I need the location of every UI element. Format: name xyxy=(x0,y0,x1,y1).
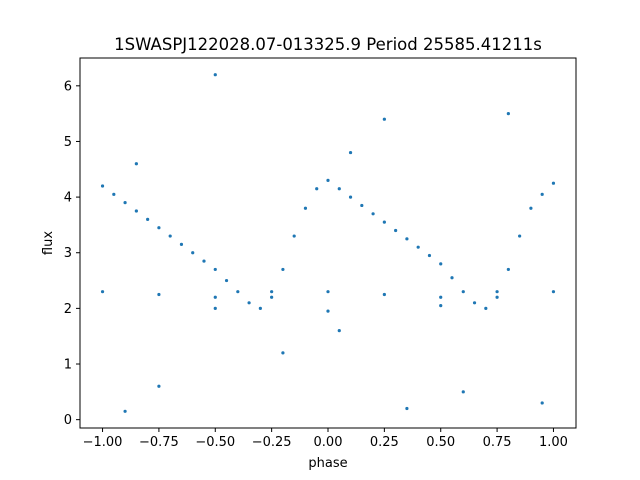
x-tick-label: 0.50 xyxy=(426,435,455,450)
data-point xyxy=(213,267,217,272)
data-point xyxy=(326,178,330,183)
data-point xyxy=(427,253,432,258)
data-point xyxy=(416,245,420,249)
y-tick-label: 1 xyxy=(64,358,72,373)
data-point xyxy=(461,390,465,394)
y-tick-label: 4 xyxy=(64,191,72,206)
data-point xyxy=(405,237,409,241)
data-point xyxy=(157,292,161,297)
data-point xyxy=(382,292,386,297)
data-point xyxy=(100,290,105,294)
data-points xyxy=(100,73,556,413)
x-tick-label: −1.00 xyxy=(83,435,123,450)
x-tick-label: 1.00 xyxy=(539,435,568,450)
data-point xyxy=(518,234,522,238)
data-point xyxy=(281,351,285,355)
x-tick-label: 0.75 xyxy=(483,435,512,450)
data-point xyxy=(506,112,510,116)
data-point xyxy=(123,201,127,205)
chart-title: 1SWASPJ122028.07-013325.9 Period 25585.4… xyxy=(114,35,542,54)
x-tick-label: −0.25 xyxy=(252,435,292,450)
y-tick-label: 0 xyxy=(64,413,72,428)
x-axis-label: phase xyxy=(308,456,347,471)
data-point xyxy=(258,306,262,310)
x-tick-label: −0.50 xyxy=(195,435,235,450)
data-point xyxy=(540,401,544,405)
data-point xyxy=(100,184,105,188)
data-point xyxy=(495,295,499,299)
data-point xyxy=(382,220,386,224)
data-point xyxy=(292,234,296,238)
y-axis: 0 1 2 3 4 5 6 xyxy=(64,79,80,428)
data-point xyxy=(551,181,556,185)
data-point xyxy=(495,290,499,294)
data-point xyxy=(213,295,217,299)
data-point xyxy=(191,251,195,255)
y-tick-label: 3 xyxy=(64,246,72,261)
plot-frame xyxy=(79,57,577,429)
data-point xyxy=(337,329,341,333)
data-point xyxy=(382,117,386,121)
data-point xyxy=(146,217,150,221)
x-tick-label: −0.75 xyxy=(139,435,179,450)
data-point xyxy=(348,195,353,199)
data-point xyxy=(529,206,533,210)
data-point xyxy=(551,290,556,294)
data-point xyxy=(450,276,454,280)
data-point xyxy=(157,226,161,230)
data-point xyxy=(439,303,443,308)
data-point xyxy=(439,295,443,299)
data-point xyxy=(213,73,217,77)
data-point xyxy=(303,206,308,210)
x-tick-label: 0.25 xyxy=(370,435,399,450)
data-point xyxy=(281,267,285,272)
data-point xyxy=(439,262,443,266)
data-point xyxy=(360,203,364,208)
y-tick-label: 5 xyxy=(64,135,72,150)
data-point xyxy=(270,290,274,294)
data-point xyxy=(224,278,229,283)
data-point xyxy=(326,309,330,313)
data-point xyxy=(134,209,138,213)
data-point xyxy=(202,259,206,263)
data-point xyxy=(461,290,465,294)
data-point xyxy=(348,150,353,155)
data-point xyxy=(123,409,127,413)
data-point xyxy=(371,212,375,216)
data-point xyxy=(270,295,274,299)
data-point xyxy=(157,384,161,388)
data-point xyxy=(315,187,319,191)
data-point xyxy=(134,162,138,166)
y-axis-label: flux xyxy=(41,231,56,255)
data-point xyxy=(213,306,217,310)
x-axis: −1.00 −0.75 −0.50 −0.25 0.00 0.25 0.50 0.75 1.00 xyxy=(83,428,568,450)
data-point xyxy=(394,228,398,233)
data-point xyxy=(506,267,510,272)
data-point xyxy=(484,306,488,310)
y-tick-label: 2 xyxy=(64,302,72,317)
x-tick-label: 0.00 xyxy=(314,435,343,450)
data-point xyxy=(236,290,240,294)
data-point xyxy=(168,234,172,238)
data-point xyxy=(472,301,477,305)
data-point xyxy=(405,406,409,411)
data-point xyxy=(326,290,330,294)
y-tick-label: 6 xyxy=(64,79,72,94)
data-point xyxy=(179,242,184,246)
data-point xyxy=(112,192,116,196)
data-point xyxy=(337,187,341,191)
data-point xyxy=(540,192,544,196)
data-point xyxy=(247,301,251,305)
